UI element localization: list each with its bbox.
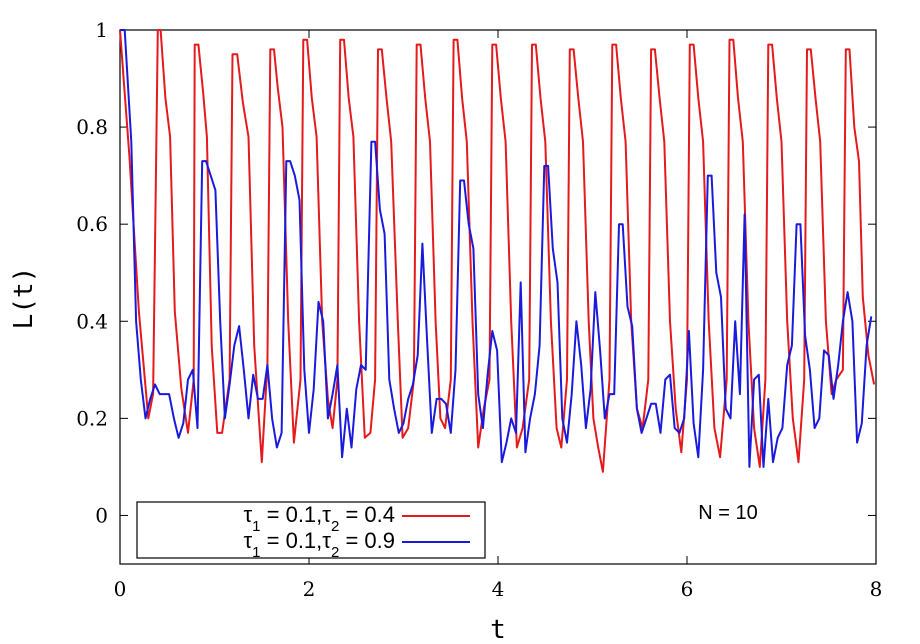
legend-subscript: 2 bbox=[331, 544, 339, 561]
y-tick-label: 0.4 bbox=[76, 309, 108, 333]
x-tick-label: 8 bbox=[870, 577, 883, 601]
legend-text-part: = 0.9 bbox=[339, 528, 395, 553]
legend-text-part: = 0.1, bbox=[261, 502, 323, 527]
legend-text-part: τ bbox=[322, 502, 331, 527]
x-tick-label: 2 bbox=[303, 577, 316, 601]
legend-text-part: τ bbox=[243, 528, 252, 553]
legend-text-part: τ bbox=[322, 528, 331, 553]
y-tick-label: 0 bbox=[95, 503, 108, 527]
x-tick-label: 0 bbox=[114, 577, 127, 601]
y-tick-label: 0.6 bbox=[76, 212, 108, 236]
y-axis-label: L(t) bbox=[9, 267, 39, 330]
y-tick-label: 1 bbox=[95, 18, 108, 42]
plot-frame bbox=[119, 29, 877, 565]
legend-subscript: 1 bbox=[252, 544, 260, 561]
x-tick-label: 4 bbox=[492, 577, 505, 601]
x-axis-label: t bbox=[490, 615, 506, 644]
legend-text-part: = 0.4 bbox=[339, 502, 395, 527]
y-tick-label: 0.8 bbox=[76, 115, 108, 139]
legend-text-part: τ bbox=[243, 502, 252, 527]
legend-box bbox=[136, 501, 486, 559]
legend-label-series-1: τ1 = 0.1,τ2 = 0.4 bbox=[243, 502, 395, 535]
legend-label-series-2: τ1 = 0.1,τ2 = 0.9 bbox=[243, 528, 395, 561]
series-line-2 bbox=[120, 29, 873, 468]
series-line-1 bbox=[119, 29, 876, 473]
legend-subscript: 2 bbox=[331, 518, 339, 535]
legend-text-part: = 0.1, bbox=[261, 528, 323, 553]
y-tick-label: 0.2 bbox=[76, 406, 108, 430]
legend-subscript: 1 bbox=[252, 518, 260, 535]
series-group bbox=[119, 29, 876, 473]
x-tick-label: 6 bbox=[681, 577, 694, 601]
axes: 0 2 4 6 8 0 0.2 0.4 0.6 0.8 1 bbox=[76, 18, 882, 601]
annotation-n: N = 10 bbox=[698, 502, 757, 524]
legend: τ1 = 0.1,τ2 = 0.4 τ1 = 0.1,τ2 = 0.9 bbox=[136, 501, 486, 561]
